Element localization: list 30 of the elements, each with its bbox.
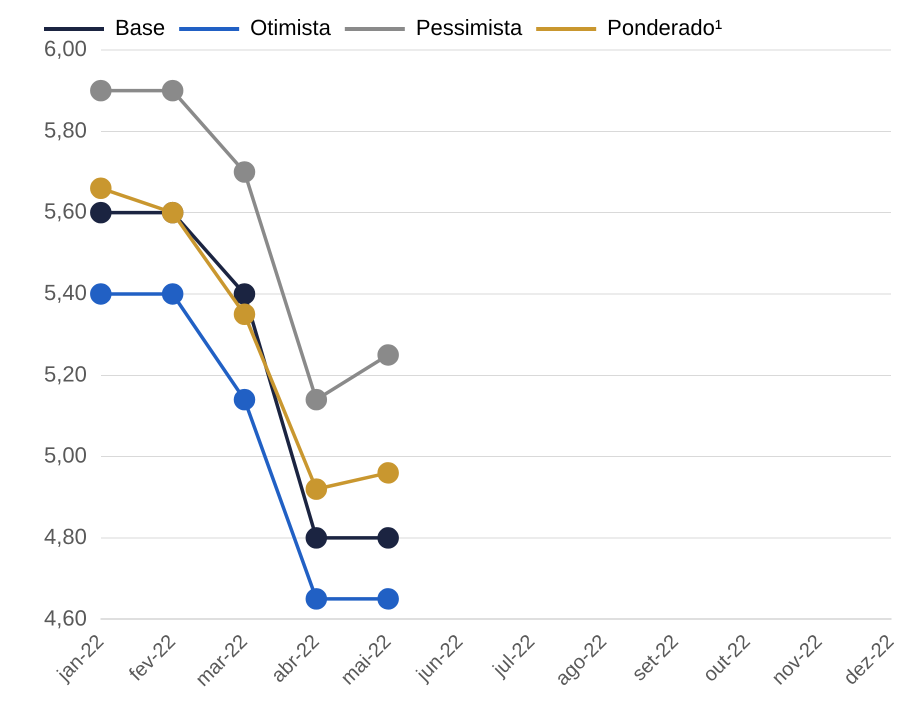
legend-label: Pessimista [416, 15, 523, 40]
legend-label: Ponderado¹ [607, 15, 722, 40]
point [377, 462, 399, 484]
y-tick-label: 4,80 [44, 524, 87, 549]
point [306, 478, 328, 500]
point [306, 527, 328, 549]
y-tick-label: 5,60 [44, 198, 87, 224]
y-tick-label: 6,00 [44, 36, 87, 62]
point [90, 177, 112, 199]
legend-label: Otimista [250, 15, 332, 40]
point [90, 202, 112, 224]
point [234, 304, 256, 326]
point [90, 283, 112, 305]
legend-label: Base [115, 15, 166, 40]
point [306, 388, 328, 410]
point [234, 388, 256, 410]
point [234, 161, 256, 183]
point [90, 80, 112, 102]
point [162, 80, 184, 102]
y-tick-label: 5,00 [44, 442, 87, 468]
y-tick-label: 4,60 [44, 605, 87, 630]
point [377, 344, 399, 366]
y-tick-label: 5,40 [44, 280, 87, 306]
point [162, 283, 184, 305]
y-tick-label: 5,20 [44, 361, 87, 386]
point [377, 527, 399, 549]
point [306, 588, 328, 610]
point [234, 283, 256, 305]
y-tick-label: 5,80 [44, 117, 87, 142]
point [377, 588, 399, 610]
